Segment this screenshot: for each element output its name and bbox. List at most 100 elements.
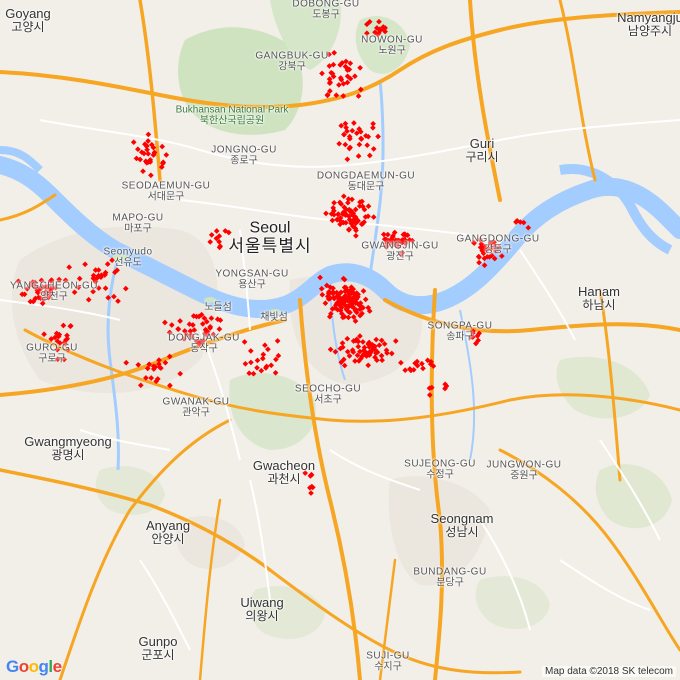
location-marker — [168, 322, 175, 328]
location-marker — [216, 238, 222, 245]
location-marker — [391, 241, 397, 248]
location-marker — [248, 359, 254, 366]
location-marker — [337, 199, 343, 206]
location-marker — [487, 239, 494, 246]
location-marker — [348, 302, 355, 309]
location-marker — [302, 470, 309, 476]
location-marker — [122, 285, 129, 292]
location-marker — [336, 82, 342, 88]
location-marker — [123, 359, 130, 366]
location-marker — [333, 92, 340, 99]
location-marker — [242, 360, 249, 367]
minor-roads — [0, 119, 680, 651]
location-marker — [401, 231, 408, 237]
map-attribution[interactable]: Map data ©2018 SK telecom — [542, 666, 676, 677]
location-marker — [380, 231, 387, 238]
location-marker — [361, 219, 367, 225]
location-marker — [246, 370, 253, 377]
location-marker — [15, 278, 22, 285]
location-marker — [350, 349, 357, 355]
location-marker — [24, 285, 31, 292]
location-marker — [64, 346, 71, 353]
location-marker — [525, 224, 532, 231]
location-marker — [111, 293, 117, 300]
location-marker — [142, 158, 149, 165]
location-marker — [336, 297, 343, 303]
location-marker — [356, 302, 363, 308]
location-marker — [355, 343, 362, 350]
location-marker — [145, 138, 151, 144]
location-marker — [322, 300, 329, 307]
location-marker — [330, 205, 337, 211]
location-marker — [146, 361, 153, 368]
location-marker — [181, 335, 187, 342]
location-marker — [105, 294, 112, 301]
location-marker — [177, 370, 184, 377]
location-marker — [143, 375, 149, 381]
location-marker — [481, 255, 488, 262]
location-marker — [319, 70, 325, 77]
location-marker — [332, 348, 339, 355]
location-marker — [143, 143, 150, 150]
location-marker — [130, 139, 137, 146]
location-marker — [414, 362, 421, 369]
location-marker — [153, 378, 160, 385]
location-marker — [343, 219, 349, 226]
location-marker — [430, 363, 437, 369]
location-marker — [357, 199, 363, 205]
location-marker — [340, 356, 347, 363]
location-marker — [370, 120, 376, 127]
location-marker — [338, 122, 345, 129]
location-marker — [135, 146, 141, 153]
location-marker — [476, 330, 483, 337]
location-marker — [482, 245, 488, 252]
location-marker — [71, 289, 78, 296]
location-marker — [384, 231, 391, 238]
location-marker — [345, 199, 351, 206]
location-marker — [365, 341, 372, 347]
location-marker — [342, 141, 349, 148]
location-marker — [359, 203, 366, 210]
location-marker — [357, 86, 364, 93]
location-marker — [350, 212, 356, 219]
location-marker — [207, 239, 214, 245]
location-marker — [395, 243, 402, 250]
location-marker — [342, 295, 348, 301]
location-marker — [352, 206, 359, 213]
location-marker — [349, 127, 356, 134]
location-marker — [166, 329, 173, 336]
location-marker — [347, 309, 353, 316]
location-marker — [326, 76, 333, 82]
location-marker — [319, 291, 326, 298]
location-marker — [259, 355, 266, 362]
location-marker — [353, 307, 360, 313]
data-markers — [15, 18, 532, 496]
location-marker — [353, 130, 360, 137]
location-marker — [372, 343, 378, 350]
location-marker — [357, 333, 363, 339]
location-marker — [344, 65, 351, 72]
location-marker — [360, 288, 367, 294]
location-marker — [349, 196, 355, 203]
location-marker — [156, 361, 162, 367]
location-marker — [355, 93, 362, 99]
location-marker — [407, 366, 413, 372]
location-marker — [346, 206, 353, 213]
location-marker — [318, 285, 325, 292]
location-marker — [330, 294, 337, 301]
location-marker — [328, 310, 334, 317]
location-marker — [159, 143, 166, 150]
location-marker — [102, 285, 109, 292]
location-marker — [341, 131, 347, 138]
location-marker — [272, 369, 279, 376]
location-marker — [137, 382, 144, 389]
location-marker — [67, 323, 74, 329]
location-marker — [469, 330, 476, 336]
location-marker — [498, 253, 505, 259]
location-marker — [493, 247, 500, 254]
location-marker — [331, 199, 337, 206]
location-marker — [481, 262, 488, 269]
location-marker — [359, 310, 365, 317]
